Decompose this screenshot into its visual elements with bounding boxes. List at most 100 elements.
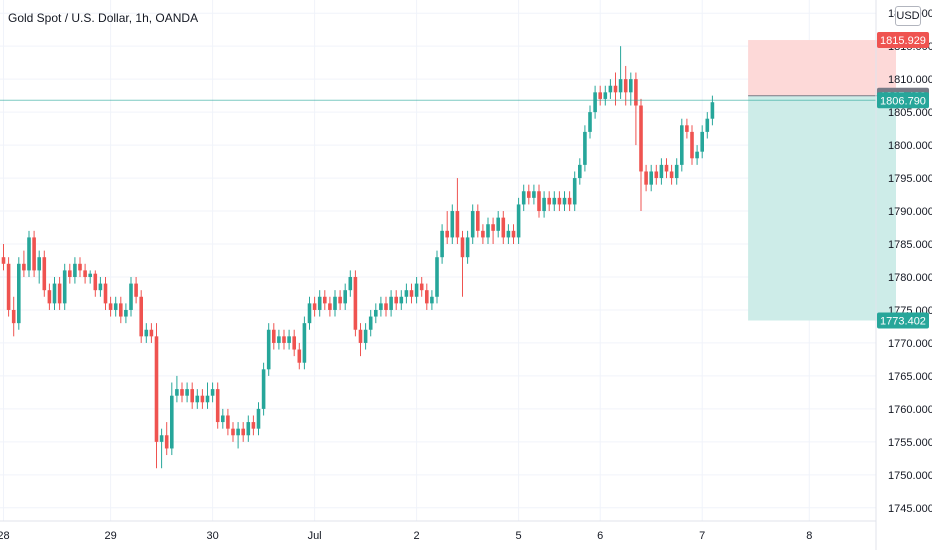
candle <box>358 323 363 357</box>
candle-body <box>440 230 444 258</box>
candle <box>68 263 72 284</box>
price-tick-label: 1795.000 <box>888 173 932 185</box>
candle <box>93 270 98 297</box>
price-tag-background <box>877 312 929 329</box>
candle-body <box>409 290 414 297</box>
candle <box>338 290 342 310</box>
candle-body <box>282 336 286 343</box>
candle-body <box>119 303 123 317</box>
price-axis[interactable]: 1745.000 1750.000 1755.000 1760.000 1765.000… <box>888 8 932 515</box>
candle-body <box>542 197 546 212</box>
price-tag-label: 1815.929 <box>880 35 926 47</box>
candle-body <box>608 85 613 93</box>
time-tick-label: Jul <box>308 530 322 542</box>
candle <box>664 158 669 179</box>
candle <box>486 217 490 245</box>
candle-body <box>705 118 710 132</box>
candle-body <box>460 237 465 258</box>
stop-loss-zone <box>748 40 896 96</box>
candle-body <box>644 171 648 185</box>
candle-body <box>476 211 480 231</box>
candle-body <box>348 276 353 291</box>
candle <box>435 250 439 304</box>
time-tick-label: 28 <box>0 530 10 542</box>
candle-body <box>6 263 11 310</box>
candle <box>455 178 460 245</box>
candle-body <box>231 428 235 436</box>
candle <box>639 98 643 212</box>
candle-body <box>42 257 47 291</box>
candle <box>557 191 562 212</box>
candle-body <box>593 92 597 113</box>
position-zones <box>748 40 896 321</box>
candle <box>221 408 225 429</box>
candle <box>685 118 689 139</box>
candle <box>440 224 444 264</box>
candle-body <box>419 283 424 291</box>
candle-body <box>185 389 189 396</box>
candle <box>404 283 409 304</box>
candle <box>634 72 638 146</box>
candle-body <box>124 309 128 317</box>
time-tick-label: 7 <box>699 530 705 542</box>
candle-body <box>287 336 291 343</box>
candle <box>83 263 87 284</box>
candle <box>180 382 184 403</box>
candle <box>272 323 276 350</box>
candle <box>185 382 189 403</box>
candle-body <box>552 197 557 205</box>
candle <box>134 276 138 304</box>
candle-body <box>1 257 6 264</box>
candle <box>261 362 266 416</box>
candle-body <box>277 336 281 343</box>
candle <box>389 290 393 317</box>
candle <box>511 224 516 245</box>
candle <box>37 250 41 284</box>
candle <box>476 204 480 238</box>
candle-body <box>98 283 103 291</box>
candle-body <box>521 191 526 205</box>
candle <box>170 382 174 456</box>
candle-body <box>328 303 332 310</box>
candles[interactable] <box>1 46 715 469</box>
candle <box>669 164 674 185</box>
candle-body <box>562 197 567 205</box>
candle-body <box>511 230 516 238</box>
currency-button[interactable]: USD <box>895 6 921 26</box>
candle <box>144 323 149 343</box>
chart-title: Gold Spot / U.S. Dollar, 1h, OANDA <box>8 11 198 25</box>
candle <box>175 375 179 403</box>
candle <box>705 112 710 139</box>
candle-body <box>537 191 541 212</box>
candle-body <box>302 323 307 363</box>
candle-body <box>368 316 373 330</box>
candle-body <box>11 309 16 324</box>
candle <box>603 85 608 106</box>
time-axis[interactable]: 28 29 30 Jul 2 5 6 7 8 <box>0 530 812 542</box>
candle <box>200 389 205 409</box>
candle <box>578 158 582 185</box>
candle-body <box>516 204 521 238</box>
candle-body <box>465 237 470 258</box>
candle <box>537 184 541 218</box>
price-tag: 1773.402 <box>877 312 929 329</box>
candle <box>88 270 92 284</box>
candle <box>47 283 52 310</box>
candle <box>302 316 307 370</box>
candle <box>6 257 11 317</box>
time-tick-label: 5 <box>516 530 522 542</box>
candle-body <box>68 270 72 277</box>
candle-body <box>73 263 77 277</box>
candle-body <box>78 263 82 271</box>
candle <box>17 257 21 330</box>
candle-body <box>139 296 143 337</box>
candle <box>450 204 455 245</box>
candle-body <box>113 303 118 310</box>
candle-body <box>57 283 62 304</box>
candle-body <box>532 191 536 198</box>
candle-body <box>404 290 409 297</box>
candle <box>506 224 511 245</box>
candle <box>572 171 577 212</box>
